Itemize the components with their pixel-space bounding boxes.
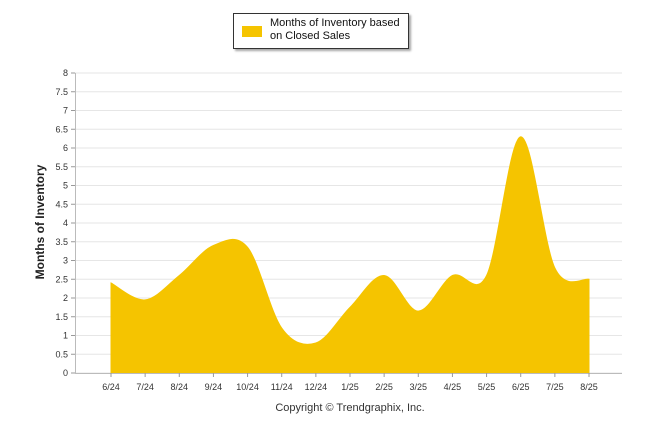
legend: Months of Inventory based on Closed Sale… — [233, 13, 409, 49]
y-tick-labels: 0 0.5 1 1.5 2 2.5 3 3.5 4 4.5 5 5.5 6 6.5 7 7.5 8 — [55, 68, 68, 378]
series-area — [110, 136, 590, 374]
y-tick-label: 5.5 — [55, 162, 68, 172]
y-tick-label: 4.5 — [55, 199, 68, 209]
y-tick-label: 1 — [63, 331, 68, 341]
y-tick-label: 6.5 — [55, 124, 68, 134]
x-tick-label: 3/25 — [410, 382, 428, 392]
y-tick-label: 7.5 — [55, 87, 68, 97]
y-axis-title: Months of Inventory — [33, 164, 47, 280]
x-tick-label: 8/25 — [580, 382, 598, 392]
legend-label: Months of Inventory based on Closed Sale… — [270, 17, 400, 42]
legend-swatch — [242, 26, 262, 37]
y-tick-label: 2.5 — [55, 274, 68, 284]
x-tick-label: 4/25 — [444, 382, 462, 392]
x-tick-label: 11/24 — [271, 382, 293, 392]
x-tick-labels: 6/24 7/24 8/24 9/24 10/24 11/24 12/24 1/25 2/25 3… — [102, 382, 598, 392]
y-tick-label: 2 — [63, 293, 68, 303]
axes — [75, 73, 622, 377]
y-tick-label: 4 — [63, 218, 68, 228]
x-tick-label: 5/25 — [478, 382, 496, 392]
x-tick-label: 2/25 — [375, 382, 393, 392]
copyright-text: Copyright © Trendgraphix, Inc. — [275, 402, 425, 414]
x-tick-label: 7/25 — [546, 382, 564, 392]
y-tick-label: 0 — [63, 368, 68, 378]
x-tick-label: 8/24 — [171, 382, 189, 392]
x-tick-label: 1/25 — [341, 382, 359, 392]
x-tick-label: 6/24 — [102, 382, 120, 392]
y-tick-label: 0.5 — [55, 349, 68, 359]
y-tick-label: 5 — [63, 181, 68, 191]
y-tick-label: 3.5 — [55, 237, 68, 247]
x-tick-label: 7/24 — [136, 382, 154, 392]
x-tick-label: 10/24 — [236, 382, 259, 392]
x-tick-label: 6/25 — [512, 382, 530, 392]
y-tick-label: 1.5 — [55, 312, 68, 322]
x-tick-label: 9/24 — [205, 382, 223, 392]
y-tick-label: 3 — [63, 256, 68, 266]
area-layer — [110, 136, 590, 374]
y-tick-label: 6 — [63, 143, 68, 153]
x-tick-label: 12/24 — [305, 382, 328, 392]
y-tick-label: 7 — [63, 106, 68, 116]
y-tick-label: 8 — [63, 68, 68, 78]
